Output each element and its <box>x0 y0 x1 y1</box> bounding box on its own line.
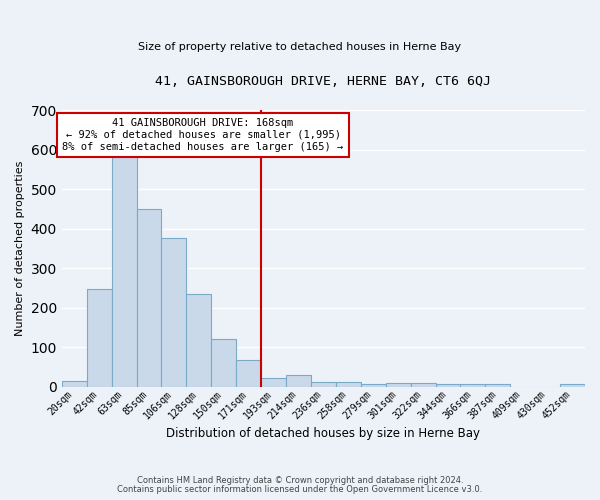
Text: Contains public sector information licensed under the Open Government Licence v3: Contains public sector information licen… <box>118 484 482 494</box>
Bar <box>87 288 112 386</box>
Text: Contains HM Land Registry data © Crown copyright and database right 2024.: Contains HM Land Registry data © Crown c… <box>137 476 463 485</box>
Text: 41 GAINSBOROUGH DRIVE: 168sqm
← 92% of detached houses are smaller (1,995)
8% of: 41 GAINSBOROUGH DRIVE: 168sqm ← 92% of d… <box>62 118 344 152</box>
Bar <box>137 209 161 386</box>
Bar <box>236 360 261 386</box>
Bar <box>386 382 410 386</box>
Bar <box>410 382 436 386</box>
X-axis label: Distribution of detached houses by size in Herne Bay: Distribution of detached houses by size … <box>166 427 481 440</box>
Text: Size of property relative to detached houses in Herne Bay: Size of property relative to detached ho… <box>139 42 461 52</box>
Bar <box>311 382 336 386</box>
Bar <box>62 380 87 386</box>
Bar <box>261 378 286 386</box>
Bar <box>361 384 386 386</box>
Bar <box>436 384 460 386</box>
Bar <box>211 339 236 386</box>
Bar <box>286 375 311 386</box>
Bar <box>485 384 510 386</box>
Bar <box>187 294 211 386</box>
Bar <box>560 384 585 386</box>
Bar <box>161 238 187 386</box>
Y-axis label: Number of detached properties: Number of detached properties <box>15 160 25 336</box>
Bar <box>112 158 137 386</box>
Title: 41, GAINSBOROUGH DRIVE, HERNE BAY, CT6 6QJ: 41, GAINSBOROUGH DRIVE, HERNE BAY, CT6 6… <box>155 75 491 88</box>
Bar <box>460 384 485 386</box>
Bar <box>336 382 361 386</box>
